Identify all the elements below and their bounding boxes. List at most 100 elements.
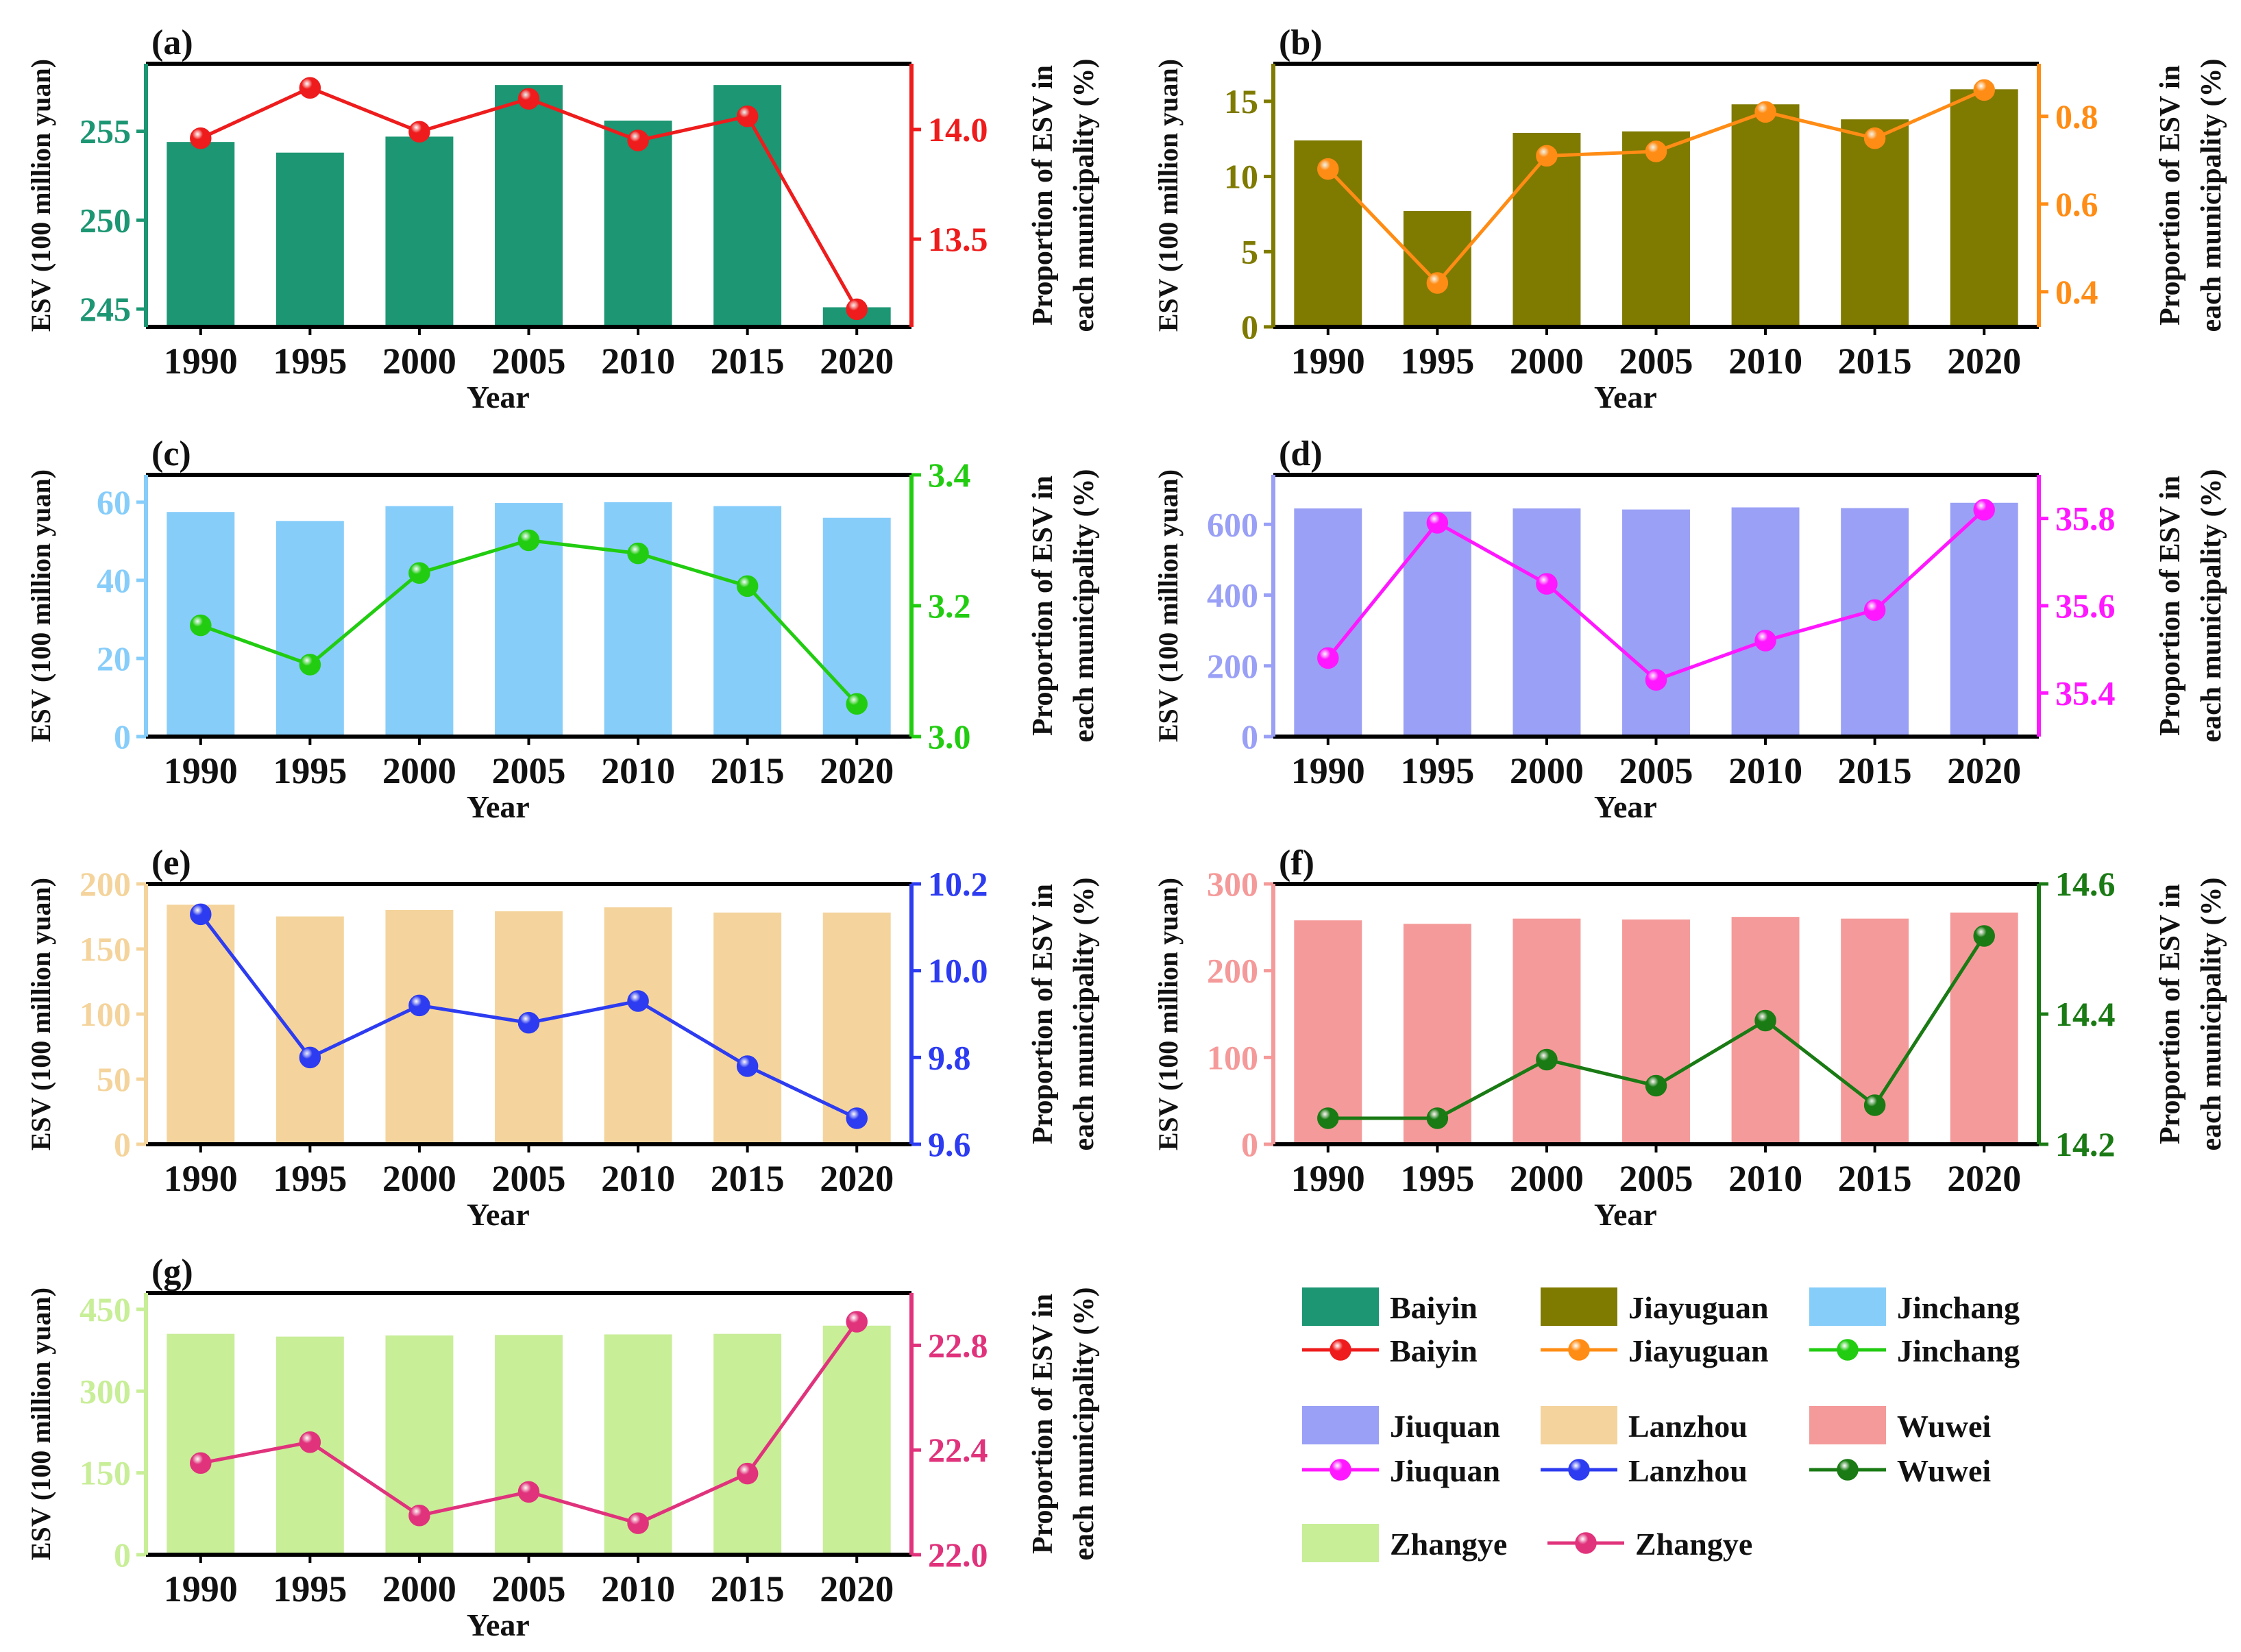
bar-2000 (385, 506, 454, 737)
x-tick-label: 2000 (382, 750, 456, 791)
right-tick-label: 14.4 (2055, 995, 2116, 1033)
x-tick-label: 2020 (1947, 750, 2021, 791)
panel-jiuquan: 0 200 400 600 35.4 35.6 35.8 1990 1995 2000 2005 20… (1153, 434, 2227, 824)
panel-label: (e) (151, 843, 191, 883)
legend-item-line-jiayuguan: Jiayuguan (1541, 1333, 1769, 1368)
right-tick-label: 35.6 (2055, 587, 2116, 625)
bar-2010 (1731, 507, 1800, 737)
point-2015 (1863, 599, 1886, 621)
point-2010 (1754, 630, 1776, 652)
legend-label: Baiyin (1390, 1290, 1478, 1325)
bar-1990 (167, 1333, 235, 1555)
y-right-title-line2: each municipality (%) (2196, 878, 2227, 1151)
y-left-title: ESV (100 million yuan) (25, 878, 56, 1150)
legend-marker (1575, 1532, 1597, 1554)
bar-2010 (604, 907, 672, 1144)
right-tick-label: 35.8 (2055, 500, 2116, 538)
panel-label: (a) (151, 23, 193, 62)
legend-label: Jiuquan (1390, 1409, 1500, 1444)
x-tick-label: 1990 (164, 750, 238, 791)
right-tick-label: 0.6 (2055, 185, 2098, 223)
bar-1990 (167, 142, 235, 327)
point-2000 (408, 562, 430, 584)
right-tick-label: 14.6 (2055, 865, 2116, 903)
left-tick-label: 600 (1207, 505, 1258, 543)
point-1990 (190, 1452, 212, 1475)
x-tick-label: 1990 (1291, 750, 1365, 791)
x-tick-label: 2005 (1619, 750, 1693, 791)
bar-2020 (1950, 912, 2018, 1144)
x-tick-label: 2005 (1619, 341, 1693, 382)
left-tick-label: 245 (79, 290, 131, 328)
right-tick-label: 3.4 (928, 456, 971, 494)
right-tick-label: 22.8 (928, 1326, 988, 1364)
left-tick-label: 300 (79, 1372, 131, 1410)
point-2005 (517, 529, 540, 552)
x-tick-label: 2015 (711, 1158, 785, 1199)
legend-label: Baiyin (1390, 1333, 1478, 1368)
left-tick-label: 255 (79, 112, 131, 151)
point-2015 (736, 1055, 759, 1077)
bar-2000 (1513, 508, 1581, 737)
y-right-title-line1: Proportion of ESV in (1027, 65, 1059, 325)
x-tick-label: 2015 (711, 1568, 785, 1610)
point-2020 (846, 1311, 868, 1333)
left-tick-label: 200 (1207, 647, 1258, 685)
legend-swatch (1809, 1287, 1886, 1326)
point-1995 (1426, 272, 1449, 294)
x-tick-label: 2015 (711, 341, 785, 382)
legend-swatch (1541, 1406, 1617, 1444)
point-1990 (1317, 647, 1339, 669)
panel-label: (g) (151, 1253, 193, 1292)
point-2010 (1754, 101, 1776, 123)
legend-swatch (1809, 1406, 1886, 1444)
point-2000 (1536, 145, 1558, 167)
point-2020 (1973, 499, 1995, 521)
point-2020 (1973, 79, 1995, 101)
x-axis-title: Year (467, 380, 530, 415)
bar-2005 (495, 85, 563, 327)
legend-swatch (1302, 1406, 1379, 1444)
bar-2005 (1622, 509, 1690, 737)
bar-2020 (822, 1325, 891, 1555)
point-1995 (299, 1046, 321, 1069)
point-1995 (299, 1431, 321, 1453)
x-tick-label: 1995 (273, 750, 347, 791)
point-2010 (1754, 1009, 1776, 1032)
left-tick-label: 50 (97, 1060, 131, 1098)
x-axis-title: Year (1594, 380, 1657, 415)
legend-item-bar-jinchang: Jinchang (1809, 1287, 2020, 1326)
legend-label: Lanzhou (1628, 1409, 1748, 1444)
point-2010 (627, 130, 649, 151)
left-tick-label: 200 (79, 865, 131, 903)
legend-marker (1837, 1339, 1859, 1361)
y-left-title: ESV (100 million yuan) (1153, 59, 1184, 332)
x-tick-label: 2005 (492, 341, 566, 382)
bar-2010 (604, 121, 672, 327)
y-right-title-line2: each municipality (%) (1068, 878, 1100, 1151)
x-tick-label: 2015 (1838, 341, 1912, 382)
panel-wuwei: 0 100 200 300 14.2 14.4 14.6 1990 1995 2000 2005 20… (1153, 843, 2227, 1232)
left-tick-label: 300 (1207, 865, 1258, 903)
left-tick-label: 100 (79, 995, 131, 1033)
bar-1995 (275, 521, 344, 737)
point-1990 (1317, 1107, 1339, 1129)
bar-2000 (385, 910, 454, 1144)
y-left-title: ESV (100 million yuan) (25, 469, 56, 742)
legend-label: Jiuquan (1390, 1453, 1500, 1488)
bar-1995 (1403, 211, 1471, 327)
x-tick-label: 2005 (492, 1158, 566, 1199)
legend-item-bar-jiayuguan: Jiayuguan (1541, 1287, 1769, 1326)
y-right-title-line2: each municipality (%) (2196, 59, 2227, 332)
bar-2020 (1950, 502, 2018, 737)
left-tick-label: 0 (1241, 1125, 1258, 1163)
point-2000 (408, 121, 430, 143)
x-tick-label: 2010 (1728, 341, 1802, 382)
y-right-title-line1: Proportion of ESV in (1027, 476, 1059, 736)
left-tick-label: 5 (1241, 232, 1258, 271)
point-2000 (408, 994, 430, 1017)
right-tick-label: 9.8 (928, 1038, 971, 1076)
point-2015 (1863, 127, 1886, 149)
bar-2000 (385, 136, 454, 328)
